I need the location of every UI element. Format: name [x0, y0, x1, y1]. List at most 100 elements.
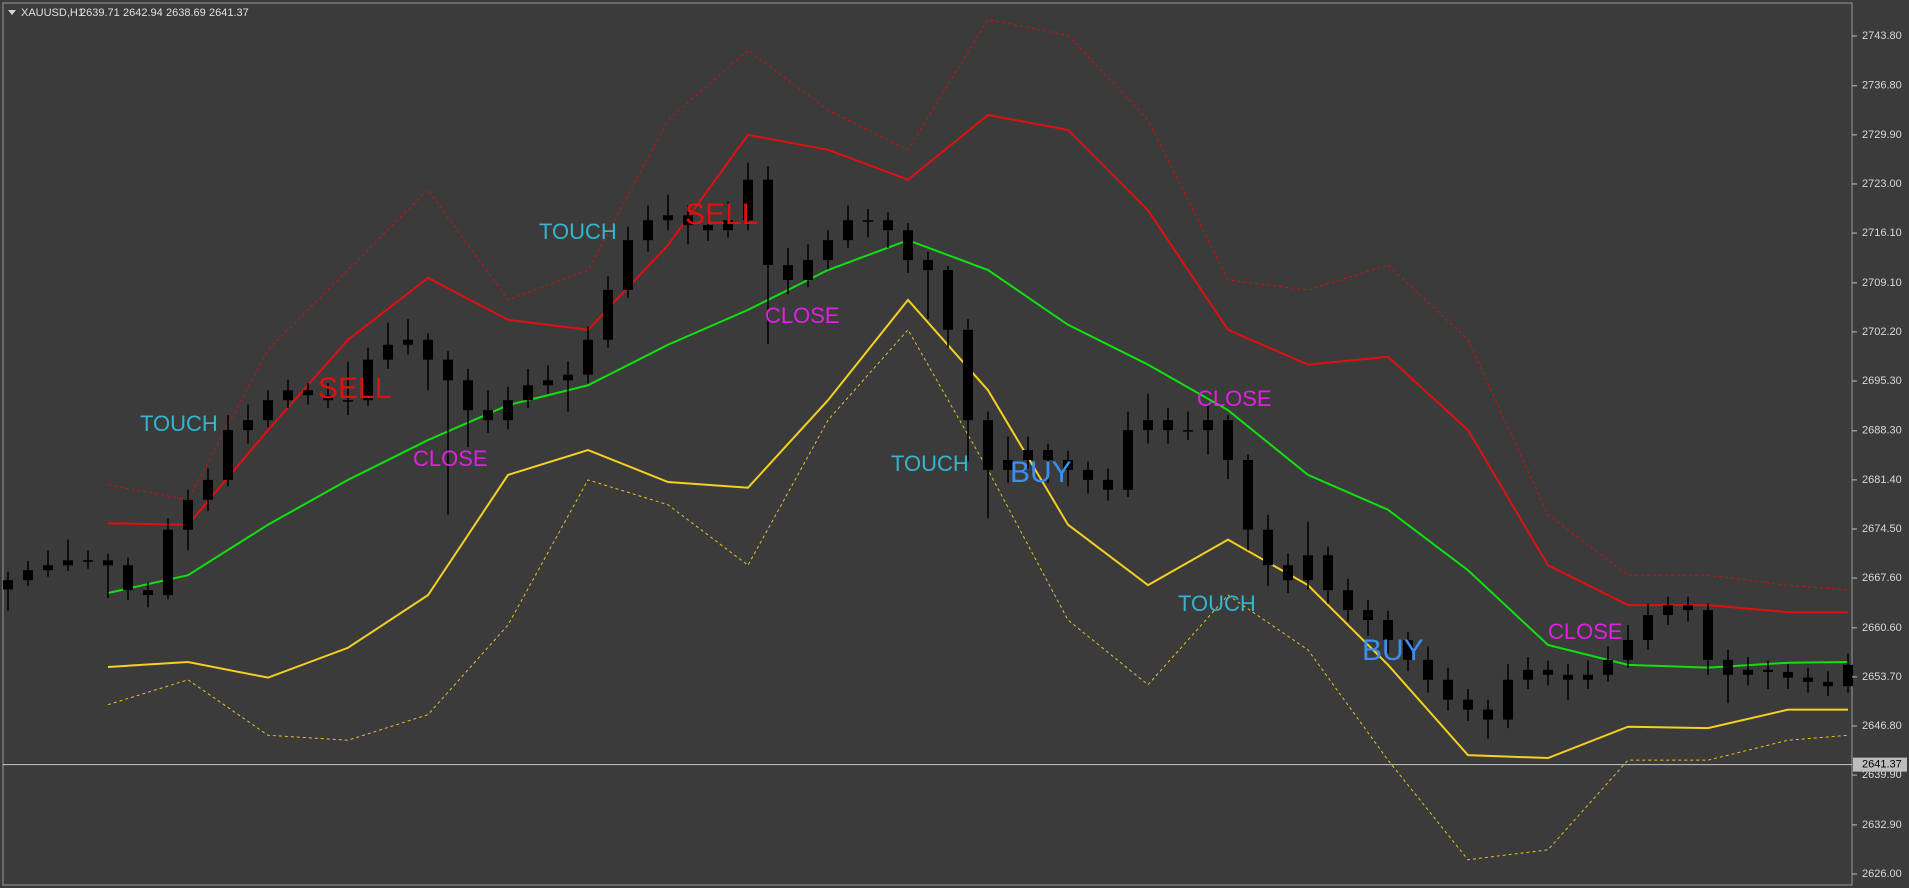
y-tick-label: 2709.10	[1862, 277, 1902, 289]
y-tick-label: 2688.30	[1862, 425, 1902, 437]
candle-body	[943, 270, 953, 330]
candle-body	[263, 400, 273, 421]
annotation: BUY	[1362, 634, 1424, 667]
candle-body	[163, 529, 173, 596]
candle-body	[1123, 430, 1133, 490]
y-tick-label: 2736.80	[1862, 80, 1902, 92]
y-tick-label: 2723.00	[1862, 178, 1902, 190]
annotation: TOUCH	[1178, 591, 1256, 616]
candle-body	[1543, 669, 1553, 675]
candle-body	[603, 289, 613, 340]
candle-body	[363, 359, 373, 401]
menu-icon[interactable]	[8, 10, 16, 15]
annotation: CLOSE	[413, 446, 488, 471]
candle-body	[543, 380, 553, 386]
candle-body	[1723, 659, 1733, 675]
candle-body	[783, 265, 793, 280]
quote-value: 2638.69	[166, 7, 206, 19]
candle-body	[183, 499, 193, 530]
annotation: TOUCH	[539, 219, 617, 244]
symbol: XAUUSD,H1	[21, 7, 84, 19]
band-line	[107, 19, 1849, 591]
candle-body	[923, 260, 933, 271]
candle-body	[1363, 610, 1373, 621]
candle-body	[3, 580, 13, 590]
annotation: CLOSE	[765, 303, 840, 328]
candle-body	[583, 339, 593, 375]
candle-body	[683, 215, 693, 226]
quote-value: 2641.37	[209, 7, 249, 19]
candle-body	[1083, 469, 1093, 480]
current-price-box	[1853, 757, 1907, 772]
candle-body	[1743, 669, 1753, 675]
candle-body	[463, 380, 473, 411]
candle-body	[823, 240, 833, 261]
y-tick-label: 2667.60	[1862, 572, 1902, 584]
y-tick-label: 2626.00	[1862, 868, 1902, 880]
candle-body	[1223, 420, 1233, 460]
candle-body	[223, 430, 233, 480]
candle-body	[243, 420, 253, 431]
candle-body	[103, 560, 113, 566]
candle-body	[803, 260, 813, 280]
candle-body	[43, 565, 53, 571]
current-price-label: 2641.37	[1862, 759, 1902, 771]
candle-body	[343, 400, 353, 402]
candle-body	[1703, 610, 1713, 660]
candle-body	[1303, 555, 1313, 581]
y-tick-label: 2639.90	[1862, 769, 1902, 781]
candle-body	[1643, 615, 1653, 640]
candle-body	[963, 329, 973, 421]
price-axis: 2743.80 2736.80 2729.90 2723.00 2716.10 2709.…	[3, 30, 1907, 880]
candle-body	[1463, 699, 1473, 710]
y-tick-label: 2695.30	[1862, 375, 1902, 387]
candle-body	[743, 179, 753, 221]
candle-body	[1803, 677, 1813, 682]
annotation: CLOSE	[1197, 386, 1272, 411]
candle-body	[523, 385, 533, 401]
annotation: CLOSE	[1548, 619, 1623, 644]
candle-body	[1843, 664, 1853, 687]
quote-value: 2642.94	[123, 7, 163, 19]
candle-body	[1683, 605, 1693, 611]
candle-body	[1343, 590, 1353, 611]
candle-body	[1423, 659, 1433, 680]
candle-body	[143, 590, 153, 596]
candle-body	[1063, 459, 1073, 470]
candle-body	[1383, 620, 1393, 640]
annotations: TOUCH SELL CLOSE TOUCH SELL CLOSE TOUCH BUY CLOS…	[140, 198, 1623, 667]
candle-body	[63, 560, 73, 566]
candle-body	[1183, 430, 1193, 432]
candle-body	[1483, 709, 1493, 720]
candle-body	[1403, 639, 1413, 660]
y-tick-label: 2653.70	[1862, 671, 1902, 683]
candle-body	[443, 359, 453, 381]
candle-body	[1103, 479, 1113, 490]
candle-body	[1283, 565, 1293, 581]
candle-body	[723, 220, 733, 231]
candle-body	[1203, 420, 1213, 431]
candle-body	[503, 400, 513, 421]
candle-body	[1503, 679, 1513, 720]
candle-body	[83, 560, 93, 562]
candle-body	[1243, 459, 1253, 530]
candle-body	[643, 220, 653, 241]
candle-body	[843, 220, 853, 241]
candle-body	[903, 230, 913, 261]
candle-body	[123, 565, 133, 591]
candle-body	[23, 570, 33, 581]
band-line	[107, 298, 1848, 760]
candle-body	[663, 215, 673, 221]
band-line	[107, 113, 1848, 614]
candle-body	[1603, 659, 1613, 675]
annotation: TOUCH	[140, 411, 218, 436]
y-tick-label: 2729.90	[1862, 129, 1902, 141]
candle-body	[323, 395, 333, 401]
y-tick-label: 2646.80	[1862, 720, 1902, 732]
candle-body	[983, 420, 993, 470]
y-tick-label: 2674.50	[1862, 523, 1902, 535]
quote: 2639.71 2642.94 2638.69 2641.37	[80, 7, 249, 19]
y-tick-label: 2743.80	[1862, 30, 1902, 42]
annotation: TOUCH	[891, 451, 969, 476]
candle-body	[863, 220, 873, 222]
